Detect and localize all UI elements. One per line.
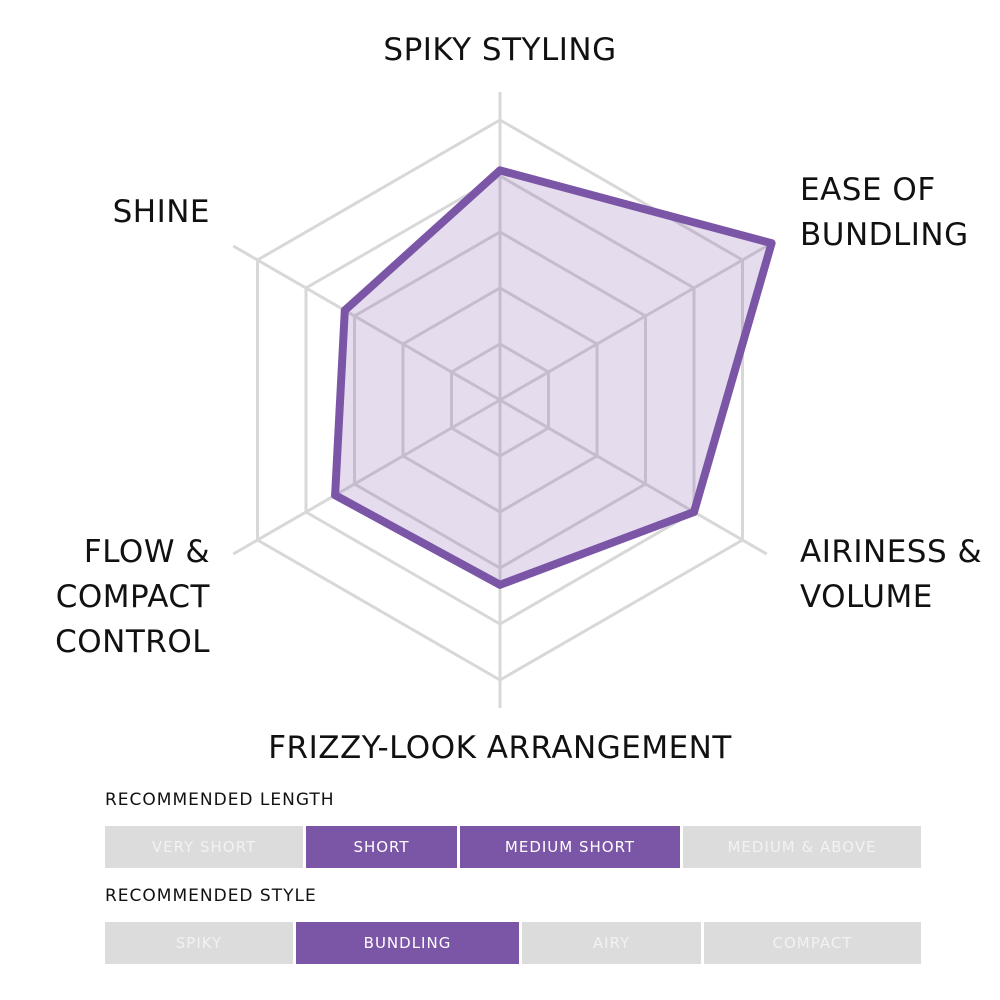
axis-label-line: VOLUME <box>800 579 933 615</box>
length-option-medium-short: MEDIUM SHORT <box>460 826 680 868</box>
data-point-0 <box>496 166 504 175</box>
axis-label-line: EASE OF <box>800 172 936 208</box>
grid-spoke <box>499 398 768 556</box>
data-point-3 <box>496 580 504 589</box>
style-option-compact: COMPACT <box>704 922 921 964</box>
radar-chart <box>232 92 776 708</box>
axis-label-line: SHINE <box>112 194 210 230</box>
axis-label-flow-compact-control: FLOW & COMPACT CONTROL <box>55 530 210 665</box>
data-point-5 <box>340 306 349 315</box>
axis-label-line: COMPACT <box>55 579 210 615</box>
style-option-bundling: BUNDLING <box>296 922 519 964</box>
axis-label-line: SPIKY STYLING <box>383 32 617 68</box>
axis-label-ease-of-bundling: EASE OF BUNDLING <box>800 168 969 258</box>
recommended-style-title: RECOMMENDED STYLE <box>105 886 317 906</box>
length-option-short: SHORT <box>306 826 457 868</box>
data-point-2 <box>689 508 698 516</box>
axis-label-line: FRIZZY-LOOK ARRANGEMENT <box>268 730 732 766</box>
recommended-style-bar: SPIKY BUNDLING AIRY COMPACT <box>105 922 921 964</box>
grid-spoke <box>232 244 501 402</box>
axis-label-line: CONTROL <box>55 624 210 660</box>
axis-label-line: AIRINESS & <box>800 534 983 570</box>
grid-spoke <box>232 398 501 556</box>
axis-label-airiness-volume: AIRINESS & VOLUME <box>800 530 982 620</box>
data-point-1 <box>767 239 776 248</box>
axis-label-shine: SHINE <box>113 190 210 235</box>
recommended-length-title: RECOMMENDED LENGTH <box>105 790 335 810</box>
axis-label-line: BUNDLING <box>800 217 969 253</box>
radar-grid <box>232 92 768 708</box>
style-option-airy: AIRY <box>522 922 701 964</box>
length-option-medium-above: MEDIUM & ABOVE <box>683 826 921 868</box>
length-option-very-short: VERY SHORT <box>105 826 303 868</box>
axis-label-line: FLOW & <box>83 534 210 570</box>
recommended-length-bar: VERY SHORT SHORT MEDIUM SHORT MEDIUM & A… <box>105 826 921 868</box>
style-option-spiky: SPIKY <box>105 922 293 964</box>
data-point-4 <box>331 491 340 500</box>
grid-spoke <box>499 244 768 402</box>
radar-data <box>331 166 776 589</box>
axis-label-spiky-styling: SPIKY STYLING <box>300 28 700 73</box>
axis-label-frizzy-look-arrangement: FRIZZY-LOOK ARRANGEMENT <box>200 726 800 771</box>
